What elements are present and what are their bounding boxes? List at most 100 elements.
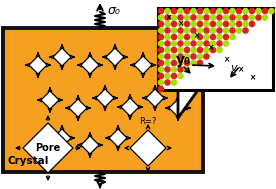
Circle shape <box>204 8 209 14</box>
Circle shape <box>171 54 177 59</box>
Circle shape <box>243 15 248 20</box>
Circle shape <box>158 41 164 46</box>
Circle shape <box>165 8 170 14</box>
Polygon shape <box>130 130 166 166</box>
Circle shape <box>191 21 196 27</box>
Circle shape <box>210 15 216 20</box>
Circle shape <box>171 41 177 46</box>
Circle shape <box>204 41 209 46</box>
Circle shape <box>158 28 164 33</box>
Circle shape <box>237 8 242 14</box>
Circle shape <box>184 47 190 53</box>
Circle shape <box>171 28 177 33</box>
Circle shape <box>171 21 177 27</box>
Circle shape <box>191 28 196 33</box>
Circle shape <box>184 60 190 66</box>
Circle shape <box>158 86 164 92</box>
Text: ×: × <box>223 56 229 64</box>
Circle shape <box>158 73 164 79</box>
Circle shape <box>262 8 268 14</box>
Circle shape <box>230 21 235 27</box>
Circle shape <box>217 34 222 40</box>
Circle shape <box>197 21 203 27</box>
Bar <box>158 8 273 90</box>
Circle shape <box>184 34 190 40</box>
Text: σ₀: σ₀ <box>108 4 121 17</box>
Circle shape <box>237 28 242 33</box>
Circle shape <box>237 21 242 27</box>
Circle shape <box>171 80 177 85</box>
Circle shape <box>165 47 170 53</box>
Polygon shape <box>41 91 59 109</box>
Polygon shape <box>106 48 124 66</box>
Circle shape <box>191 47 196 53</box>
Circle shape <box>217 8 222 14</box>
Circle shape <box>178 60 183 66</box>
Polygon shape <box>161 48 179 66</box>
Circle shape <box>210 41 216 46</box>
Circle shape <box>158 34 164 40</box>
Circle shape <box>184 15 190 20</box>
Circle shape <box>197 28 203 33</box>
Circle shape <box>165 15 170 20</box>
Circle shape <box>184 41 190 46</box>
Circle shape <box>217 47 222 53</box>
Circle shape <box>217 21 222 27</box>
Polygon shape <box>136 138 154 156</box>
Polygon shape <box>134 56 152 74</box>
Circle shape <box>204 34 209 40</box>
Circle shape <box>178 21 183 27</box>
Circle shape <box>250 21 254 27</box>
Text: ×: × <box>237 66 243 74</box>
Circle shape <box>158 60 164 66</box>
Polygon shape <box>53 129 71 147</box>
Circle shape <box>178 47 183 53</box>
Circle shape <box>223 21 229 27</box>
Circle shape <box>171 67 177 72</box>
Circle shape <box>158 8 164 14</box>
Circle shape <box>204 21 209 27</box>
Circle shape <box>243 21 248 27</box>
Polygon shape <box>23 123 73 173</box>
Polygon shape <box>146 89 164 107</box>
Circle shape <box>269 8 274 14</box>
Text: ×: × <box>207 43 213 53</box>
Bar <box>3 28 203 172</box>
Circle shape <box>230 8 235 14</box>
Circle shape <box>171 34 177 40</box>
Circle shape <box>184 21 190 27</box>
Circle shape <box>243 28 248 33</box>
Circle shape <box>165 80 170 85</box>
Polygon shape <box>121 98 139 116</box>
Polygon shape <box>29 56 47 74</box>
Circle shape <box>171 73 177 79</box>
Circle shape <box>165 60 170 66</box>
Circle shape <box>204 28 209 33</box>
Circle shape <box>217 41 222 46</box>
Circle shape <box>171 60 177 66</box>
Circle shape <box>230 34 235 40</box>
Text: Crystal: Crystal <box>7 156 48 166</box>
Circle shape <box>165 34 170 40</box>
Text: Pore: Pore <box>35 143 61 153</box>
Text: y₀: y₀ <box>176 53 191 67</box>
Circle shape <box>165 73 170 79</box>
Circle shape <box>204 15 209 20</box>
Circle shape <box>165 54 170 59</box>
Circle shape <box>158 67 164 72</box>
Circle shape <box>171 8 177 14</box>
Circle shape <box>210 21 216 27</box>
Circle shape <box>184 54 190 59</box>
Text: ×: × <box>193 32 199 40</box>
Circle shape <box>178 67 183 72</box>
Circle shape <box>230 15 235 20</box>
Circle shape <box>223 41 229 46</box>
Text: ×: × <box>177 19 183 29</box>
Circle shape <box>223 8 229 14</box>
Circle shape <box>158 21 164 27</box>
Circle shape <box>230 28 235 33</box>
Polygon shape <box>81 136 99 154</box>
Circle shape <box>243 8 248 14</box>
Circle shape <box>178 8 183 14</box>
Circle shape <box>178 34 183 40</box>
